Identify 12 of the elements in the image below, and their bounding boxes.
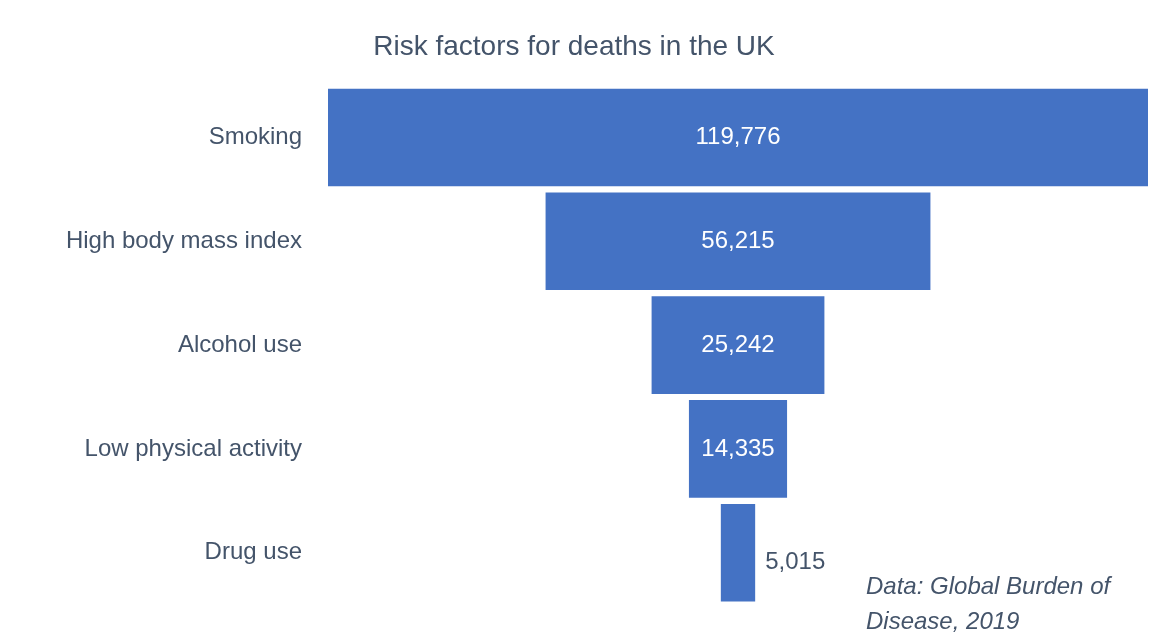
category-label: Low physical activity <box>84 433 302 461</box>
data-label: 14,335 <box>701 433 775 461</box>
data-label: 25,242 <box>701 329 775 357</box>
data-label: 119,776 <box>695 122 781 150</box>
category-label: Smoking <box>208 122 302 150</box>
data-label: 56,215 <box>701 225 775 253</box>
category-label: High body mass index <box>65 225 302 253</box>
text: Data: Global Burden of Disease, 2019 <box>866 571 1113 636</box>
category-label: Drug use <box>204 537 302 565</box>
text: Risk factors for deaths in the UK <box>373 29 776 61</box>
category-label: Alcohol use <box>177 329 302 357</box>
data-label: 5,015 <box>765 547 826 575</box>
